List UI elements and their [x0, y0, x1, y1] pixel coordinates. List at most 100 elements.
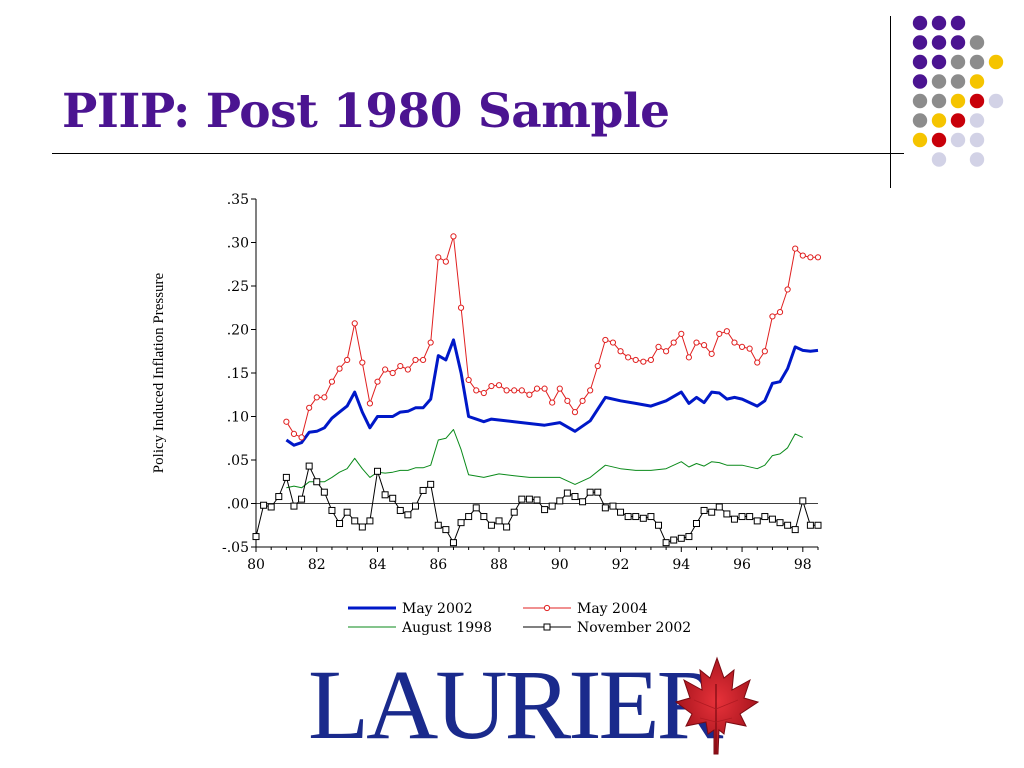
vertical-divider	[890, 16, 891, 188]
data-point	[511, 387, 518, 394]
data-point	[601, 504, 609, 512]
data-point	[465, 513, 473, 521]
data-point	[571, 493, 579, 501]
data-point	[374, 467, 382, 475]
x-tick-label: 94	[672, 557, 690, 573]
data-point	[366, 400, 374, 407]
legend-label: May 2002	[402, 601, 473, 617]
data-point	[305, 462, 313, 470]
data-point	[556, 497, 564, 505]
data-point	[738, 513, 746, 521]
legend-label: May 2004	[577, 601, 648, 617]
decor-dot	[931, 35, 947, 50]
data-point	[792, 245, 799, 252]
data-point	[761, 513, 769, 521]
data-point	[267, 503, 275, 511]
data-point	[313, 478, 321, 486]
data-point	[321, 394, 328, 401]
data-point	[563, 489, 571, 497]
decor-dot	[912, 15, 928, 31]
decor-dot	[931, 15, 947, 31]
data-point	[655, 521, 663, 529]
data-point	[457, 304, 465, 311]
x-tick-label: 98	[794, 557, 812, 573]
data-point	[564, 397, 571, 404]
y-tick-label: .20	[227, 323, 249, 339]
data-point	[306, 404, 313, 411]
data-point	[617, 508, 625, 516]
decor-dot	[969, 54, 985, 70]
laurier-logo-text: LAURIER	[308, 649, 723, 760]
data-point	[624, 513, 632, 521]
data-point	[715, 503, 723, 511]
data-point	[419, 486, 427, 494]
decor-dot	[950, 113, 966, 128]
slide-title: PIIP: Post 1980 Sample	[62, 84, 670, 139]
y-tick-label: .30	[227, 236, 249, 252]
data-point	[412, 356, 419, 364]
decor-dot	[988, 54, 1004, 70]
decor-dot	[950, 132, 966, 148]
data-point	[404, 511, 412, 519]
data-point	[746, 345, 753, 352]
series-august-1998	[286, 429, 804, 489]
data-point	[473, 387, 480, 394]
decorative-dot-grid	[912, 15, 1004, 167]
data-point	[730, 515, 738, 523]
legend-entry: May 2002	[348, 601, 473, 617]
decor-dot	[950, 35, 966, 50]
x-tick-label: 88	[490, 557, 508, 573]
data-point	[457, 519, 465, 527]
data-point	[450, 233, 457, 240]
data-point	[298, 434, 305, 441]
data-point	[776, 519, 784, 527]
data-point	[404, 366, 411, 373]
data-point	[336, 365, 343, 372]
data-point	[693, 339, 700, 346]
data-point	[290, 430, 298, 437]
data-point	[389, 494, 397, 502]
data-point	[663, 348, 670, 355]
series-line	[285, 235, 818, 438]
data-point	[449, 539, 457, 547]
decor-dot	[931, 132, 947, 148]
data-point	[594, 488, 602, 496]
data-point	[571, 409, 579, 416]
data-point	[700, 506, 708, 514]
data-point	[382, 366, 389, 373]
data-point	[343, 508, 351, 516]
data-point	[366, 517, 374, 525]
data-point	[518, 495, 526, 503]
decor-dot	[969, 152, 985, 167]
data-point	[275, 493, 283, 501]
data-point	[374, 378, 381, 385]
y-tick-label: .10	[227, 410, 249, 426]
data-point	[753, 517, 761, 525]
data-point	[617, 348, 624, 355]
data-point	[487, 521, 495, 529]
data-point	[503, 387, 510, 394]
x-tick-label: 86	[429, 557, 447, 573]
decor-dot	[931, 54, 947, 70]
data-point	[814, 521, 822, 529]
data-point	[320, 488, 328, 496]
data-point	[662, 539, 670, 547]
data-point	[298, 495, 306, 503]
series-november-2002	[252, 462, 822, 547]
data-point	[549, 399, 556, 406]
data-point	[692, 520, 700, 528]
data-point	[587, 387, 594, 394]
data-point	[328, 378, 336, 385]
data-point	[579, 498, 587, 506]
decor-dot	[912, 113, 928, 128]
data-point	[754, 359, 761, 366]
data-point	[632, 513, 640, 521]
legend-entry: August 1998	[348, 620, 492, 636]
data-point	[389, 369, 396, 377]
data-point	[541, 385, 548, 392]
data-point	[716, 330, 723, 337]
data-point	[359, 359, 366, 366]
x-tick-label: 84	[369, 557, 387, 573]
y-tick-label: .05	[227, 453, 249, 469]
data-point	[609, 502, 617, 510]
